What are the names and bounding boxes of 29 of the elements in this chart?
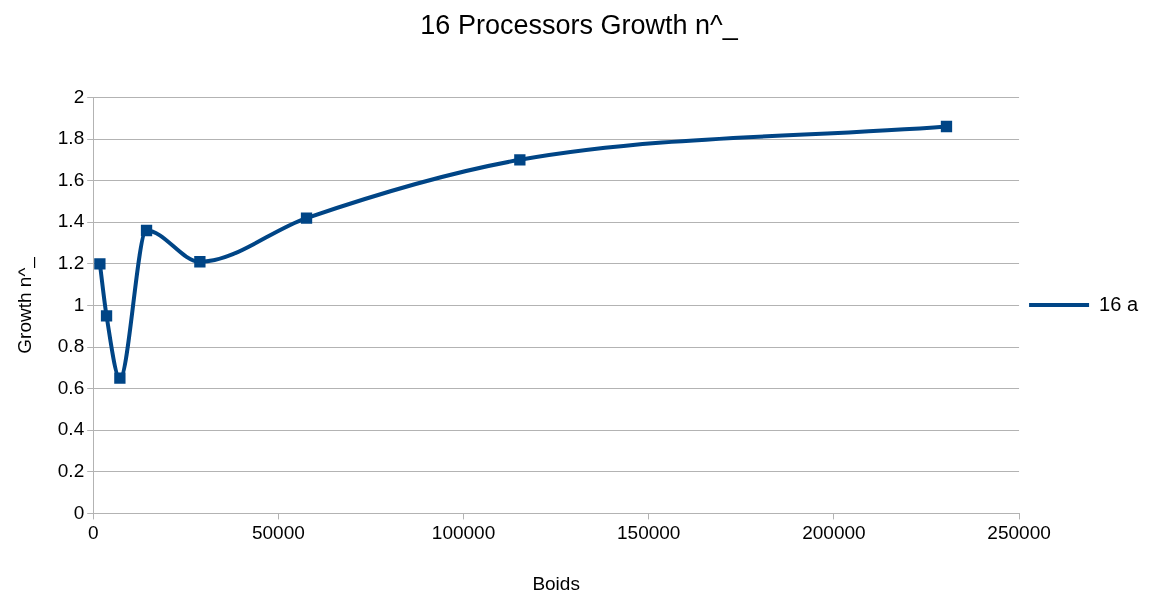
y-tick-label: 1.2 (57, 252, 85, 274)
point (940, 120, 953, 133)
chart-title: 16 Processors Growth n^_ (420, 9, 739, 40)
y-tick-label: 2 (73, 85, 85, 107)
point (300, 212, 313, 224)
x-axis-title: Boids (532, 572, 580, 594)
x-tick-label: 100000 (431, 522, 496, 544)
y-tick-label: 1.4 (57, 210, 85, 232)
legend-label: 16 a (1099, 292, 1139, 315)
y-tick-label: 0.2 (57, 460, 85, 482)
x-tick-label: 0 (87, 522, 99, 544)
y-tick-label: 1 (73, 293, 85, 315)
point (94, 258, 106, 270)
y-tick-label: 0.6 (57, 376, 85, 398)
point (194, 256, 206, 268)
point (140, 224, 153, 237)
point (114, 372, 126, 384)
y-tick-label: 1.8 (57, 127, 85, 149)
x-tick-label: 250000 (987, 522, 1051, 544)
point (100, 310, 113, 322)
x-tick-label: 150000 (617, 522, 681, 544)
y-tick-label: 0 (73, 501, 85, 523)
y-tick-label: 0.4 (57, 418, 85, 440)
y-tick-label: 0.8 (57, 335, 85, 357)
x-tick-label: 200000 (802, 522, 866, 544)
y-axis-title: Growth n^_ (13, 256, 36, 354)
x-tick-label: 50000 (251, 522, 305, 544)
point (514, 154, 526, 166)
y-tick-label: 1.6 (57, 168, 85, 190)
